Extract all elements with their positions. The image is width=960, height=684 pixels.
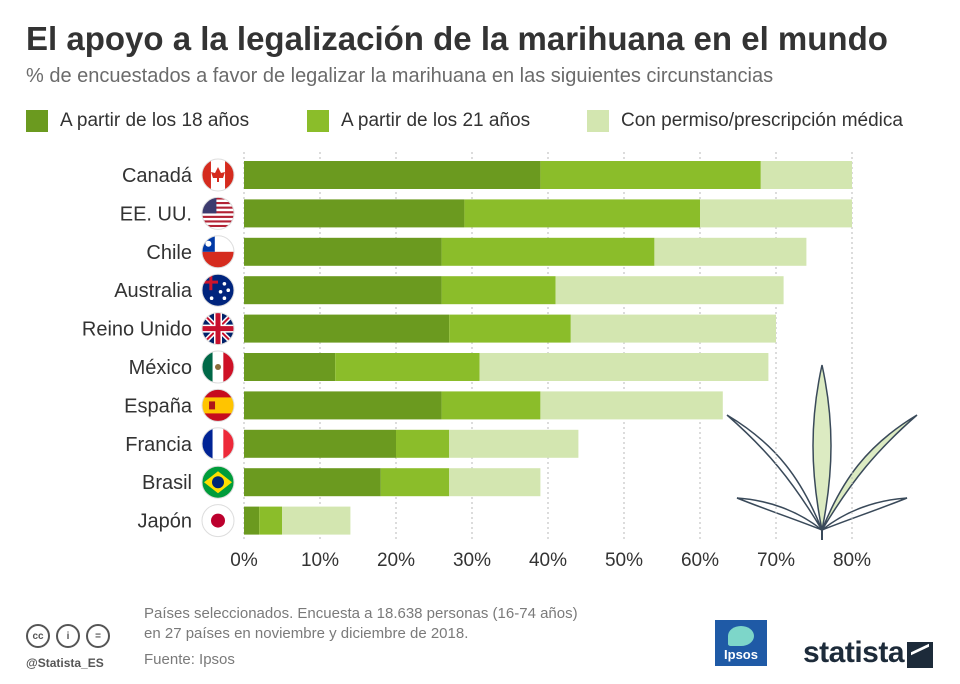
social-handle: @Statista_ES xyxy=(26,656,104,670)
bar-segment-medical xyxy=(540,391,723,420)
bar-segment-21 xyxy=(449,314,571,343)
bar-segment-21 xyxy=(441,237,655,266)
bar-segment-21 xyxy=(464,199,700,228)
bar-segment-18 xyxy=(244,276,442,305)
chart-title: El apoyo a la legalización de la marihua… xyxy=(26,20,888,57)
bar-segment-medical xyxy=(449,468,541,497)
x-tick-label: 0% xyxy=(230,550,258,571)
bar-segment-medical xyxy=(700,199,852,228)
footnote-line-1: Países seleccionados. Encuesta a 18.638 … xyxy=(144,605,578,622)
australia-flag-icon xyxy=(201,273,235,307)
bar-segment-medical xyxy=(570,314,776,343)
chart-subtitle: % de encuestados a favor de legalizar la… xyxy=(26,65,774,87)
x-tick-label: 30% xyxy=(453,550,491,571)
bar-segment-21 xyxy=(441,276,556,305)
legend-swatch-18 xyxy=(26,110,48,132)
mexico-flag-icon xyxy=(201,350,235,384)
bar-segment-medical xyxy=(282,506,351,535)
x-tick-label: 60% xyxy=(681,550,719,571)
bars xyxy=(244,161,852,535)
x-axis-tick-labels: 0% 10% 20% 30% 40% 50% 60% 70% 80% xyxy=(230,550,871,571)
source-text: Fuente: Ipsos xyxy=(144,651,235,668)
japan-flag-icon xyxy=(201,504,235,538)
bar-segment-18 xyxy=(244,506,260,535)
bar-segment-18 xyxy=(244,391,442,420)
no-derivatives-icon: = xyxy=(86,624,110,648)
legend-item-medical: Con permiso/prescripción médica xyxy=(587,110,903,132)
ipsos-logo-bubble xyxy=(728,626,754,646)
category-label: Canadá xyxy=(122,165,193,187)
legend-item-18: A partir de los 18 años xyxy=(26,110,249,132)
x-tick-label: 80% xyxy=(833,550,871,571)
statista-logo: statista xyxy=(803,636,905,669)
uk-flag-icon xyxy=(201,312,235,346)
spain-flag-icon xyxy=(201,388,235,422)
category-label: EE. UU. xyxy=(120,203,192,225)
x-tick-label: 50% xyxy=(605,550,643,571)
bar-segment-18 xyxy=(244,161,541,189)
legend-swatch-medical xyxy=(587,110,609,132)
category-label: Brasil xyxy=(142,472,192,494)
category-label: Chile xyxy=(146,242,192,264)
bar-segment-18 xyxy=(244,468,381,497)
bar-segment-18 xyxy=(244,353,336,381)
bar-segment-medical xyxy=(760,161,852,189)
legend-label-medical: Con permiso/prescripción médica xyxy=(621,110,903,131)
bar-segment-21 xyxy=(380,468,450,497)
bar-segment-18 xyxy=(244,429,396,458)
legend-label-21: A partir de los 21 años xyxy=(341,110,531,131)
category-label: Francia xyxy=(125,434,193,456)
bar-segment-medical xyxy=(555,276,784,305)
ipsos-logo-label: Ipsos xyxy=(724,647,758,662)
bar-segment-18 xyxy=(244,199,465,228)
footnote-line-2: en 27 países en noviembre y diciembre de… xyxy=(144,625,469,642)
bar-segment-21 xyxy=(396,429,450,458)
x-tick-label: 20% xyxy=(377,550,415,571)
creative-commons-icon: cc xyxy=(26,624,50,648)
legend-label-18: A partir de los 18 años xyxy=(60,110,250,131)
category-label: Reino Unido xyxy=(82,319,192,341)
chile-flag-icon xyxy=(201,235,235,269)
license-icons: cc i = xyxy=(26,624,116,648)
stacked-bar-chart: Canadá EE. UU. Chile Australia Reino Unido Mé… xyxy=(82,152,918,571)
category-label: Japón xyxy=(138,511,193,533)
bar-segment-medical xyxy=(479,353,769,381)
bar-segment-21 xyxy=(259,506,282,535)
legend: A partir de los 18 años A partir de los … xyxy=(0,110,960,136)
bar-segment-21 xyxy=(540,161,761,189)
flag-icons xyxy=(201,158,235,538)
bar-segment-21 xyxy=(335,353,480,381)
usa-flag-icon xyxy=(201,196,235,230)
bar-segment-18 xyxy=(244,237,442,266)
france-flag-icon xyxy=(201,427,235,461)
footnote: Países seleccionados. Encuesta a 18.638 … xyxy=(144,604,664,644)
attribution-icon: i xyxy=(56,624,80,648)
bar-segment-medical xyxy=(449,429,579,458)
x-tick-label: 70% xyxy=(757,550,795,571)
cannabis-leaf-icon xyxy=(726,364,918,540)
legend-item-21: A partir de los 21 años xyxy=(307,110,530,132)
bar-segment-18 xyxy=(244,314,450,343)
bar-segment-medical xyxy=(654,237,807,266)
x-tick-label: 40% xyxy=(529,550,567,571)
category-labels: Canadá EE. UU. Chile Australia Reino Unido Mé… xyxy=(82,165,193,533)
legend-swatch-21 xyxy=(307,110,329,132)
statista-logo-mark xyxy=(907,642,933,668)
bar-segment-21 xyxy=(441,391,541,420)
category-label: Australia xyxy=(114,280,193,302)
x-tick-label: 10% xyxy=(301,550,339,571)
canada-flag-icon xyxy=(201,158,235,192)
category-label: España xyxy=(124,395,193,417)
brazil-flag-icon xyxy=(201,465,235,499)
category-label: México xyxy=(129,357,192,379)
ipsos-logo: Ipsos xyxy=(715,620,767,666)
